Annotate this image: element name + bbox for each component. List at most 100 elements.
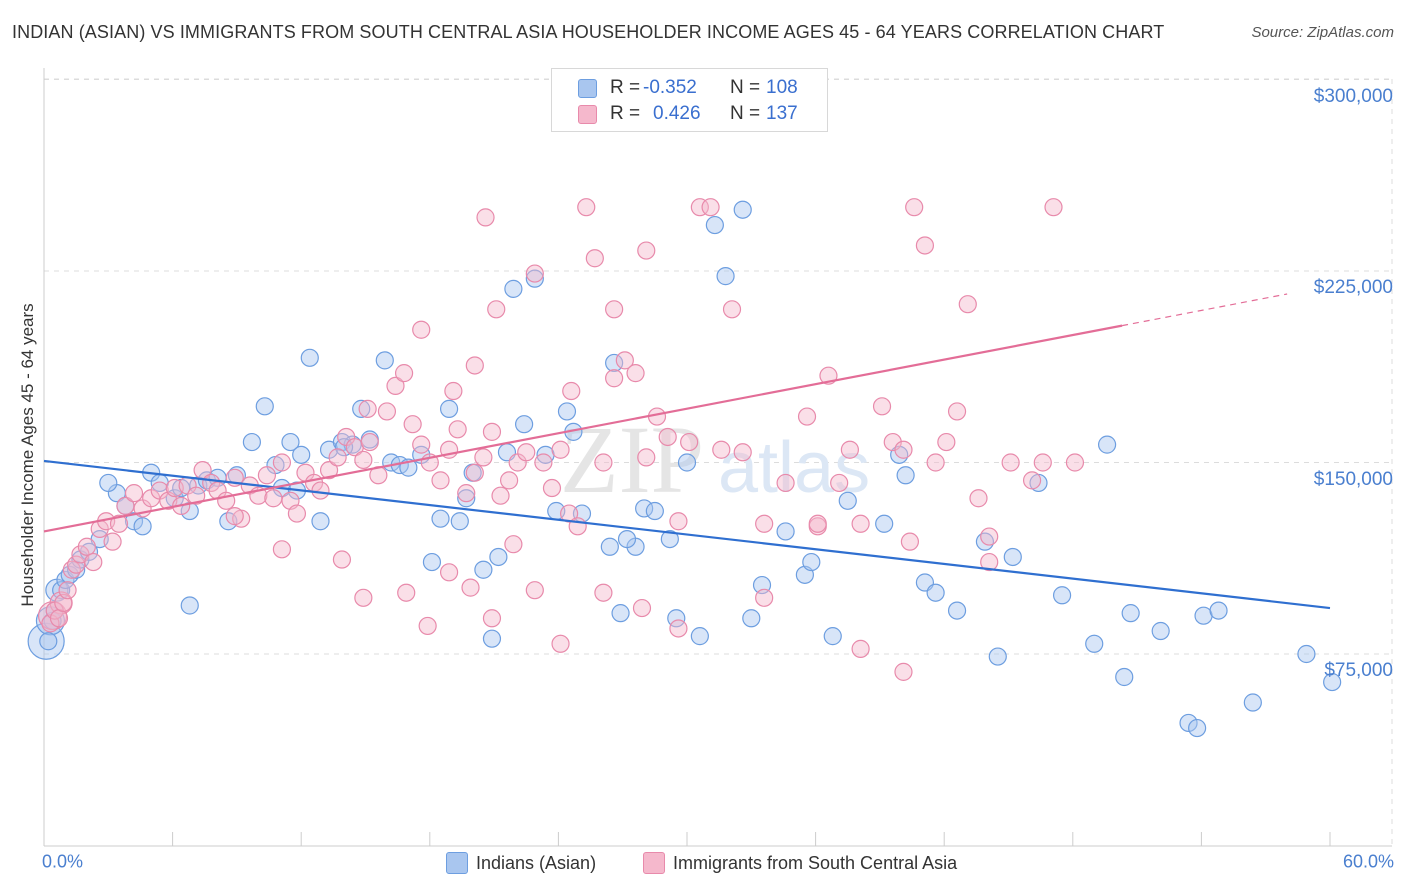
data-point [84, 552, 103, 572]
data-point [733, 200, 752, 219]
legend-n-label: N = [730, 103, 761, 124]
data-point [439, 399, 459, 418]
data-point [551, 634, 570, 653]
data-point [1001, 453, 1020, 472]
data-point [658, 427, 677, 447]
data-point [504, 279, 523, 298]
data-point [823, 627, 842, 646]
watermark-zip: ZIP [560, 406, 704, 513]
data-point [354, 450, 373, 470]
legend-label: Immigrants from South Central Asia [673, 853, 958, 873]
data-point [482, 422, 502, 441]
data-point [1022, 471, 1042, 490]
data-point [557, 402, 577, 421]
data-point [1052, 586, 1072, 605]
data-point [542, 478, 562, 498]
y-tick-label: $150,000 [1313, 468, 1393, 490]
data-point [969, 489, 988, 508]
data-point [802, 552, 821, 572]
data-point [645, 501, 664, 521]
legend-n-value: 137 [766, 103, 798, 124]
data-point [611, 604, 630, 623]
data-point [461, 578, 480, 597]
data-point [637, 241, 656, 260]
data-point [900, 532, 920, 551]
data-point [525, 269, 544, 288]
y-tick-label: $225,000 [1313, 277, 1393, 298]
data-point [272, 540, 292, 559]
data-point [742, 609, 761, 628]
data-point [397, 583, 416, 602]
data-point [300, 348, 319, 367]
data-point [755, 588, 774, 607]
data-point [358, 399, 377, 418]
data-point [838, 491, 857, 510]
data-point [915, 236, 935, 255]
data-point [482, 609, 502, 628]
data-point [311, 512, 330, 531]
data-point [988, 647, 1007, 666]
legend-n-value: 108 [766, 77, 798, 98]
data-point [491, 486, 510, 505]
data-point [264, 489, 283, 508]
data-point [605, 300, 624, 319]
data-point [281, 432, 300, 452]
data-point [225, 507, 244, 526]
data-point [926, 583, 945, 602]
data-point [632, 598, 652, 618]
data-point [292, 445, 311, 464]
data-point [690, 627, 709, 646]
data-point [851, 514, 870, 533]
data-point [500, 471, 519, 490]
data-point [701, 198, 720, 217]
data-point [394, 364, 414, 383]
data-point [418, 616, 437, 636]
data-point [431, 471, 450, 490]
data-point [894, 440, 913, 459]
data-point [626, 364, 645, 383]
data-point [487, 300, 506, 319]
data-point [242, 432, 262, 452]
data-point [328, 448, 347, 467]
data-point [755, 514, 774, 533]
data-point [515, 415, 534, 434]
watermark-atlas: atlas [718, 428, 870, 508]
data-point [354, 588, 373, 607]
data-point [1243, 693, 1262, 712]
data-point [937, 432, 956, 452]
data-point [476, 208, 495, 227]
data-point [926, 453, 945, 472]
data-point [947, 601, 967, 620]
data-point [1297, 644, 1316, 664]
data-point [1044, 198, 1063, 217]
watermark: ZIP atlas [560, 406, 870, 513]
data-point [594, 453, 613, 472]
data-point [577, 198, 596, 217]
data-point [474, 448, 493, 467]
data-point [1179, 713, 1198, 733]
data-point [980, 552, 999, 572]
data-point [444, 381, 463, 401]
legend-swatch-pink [643, 852, 665, 874]
data-point [517, 443, 536, 462]
data-point [872, 397, 892, 416]
data-point [1003, 547, 1022, 567]
data-point [605, 353, 624, 373]
data-point [562, 381, 581, 401]
source-credit: Source: ZipAtlas.com [1251, 24, 1394, 41]
chart-title: INDIAN (ASIAN) VS IMMIGRANTS FROM SOUTH … [12, 22, 1165, 42]
legend-swatch-blue [446, 852, 468, 874]
data-point [457, 484, 476, 503]
data-point [617, 529, 637, 549]
data-point [660, 529, 679, 549]
data-point [677, 453, 697, 472]
data-point [525, 581, 544, 600]
x-tick-label-min: 0.0% [42, 851, 84, 872]
correlation-legend: R = -0.352 N = 108 R = 0.426 N = 137 [551, 68, 828, 132]
data-point [255, 397, 274, 416]
data-point [422, 552, 442, 572]
data-point-large [27, 622, 65, 660]
data-point [482, 629, 502, 648]
data-point [635, 499, 654, 518]
data-point [109, 514, 129, 533]
